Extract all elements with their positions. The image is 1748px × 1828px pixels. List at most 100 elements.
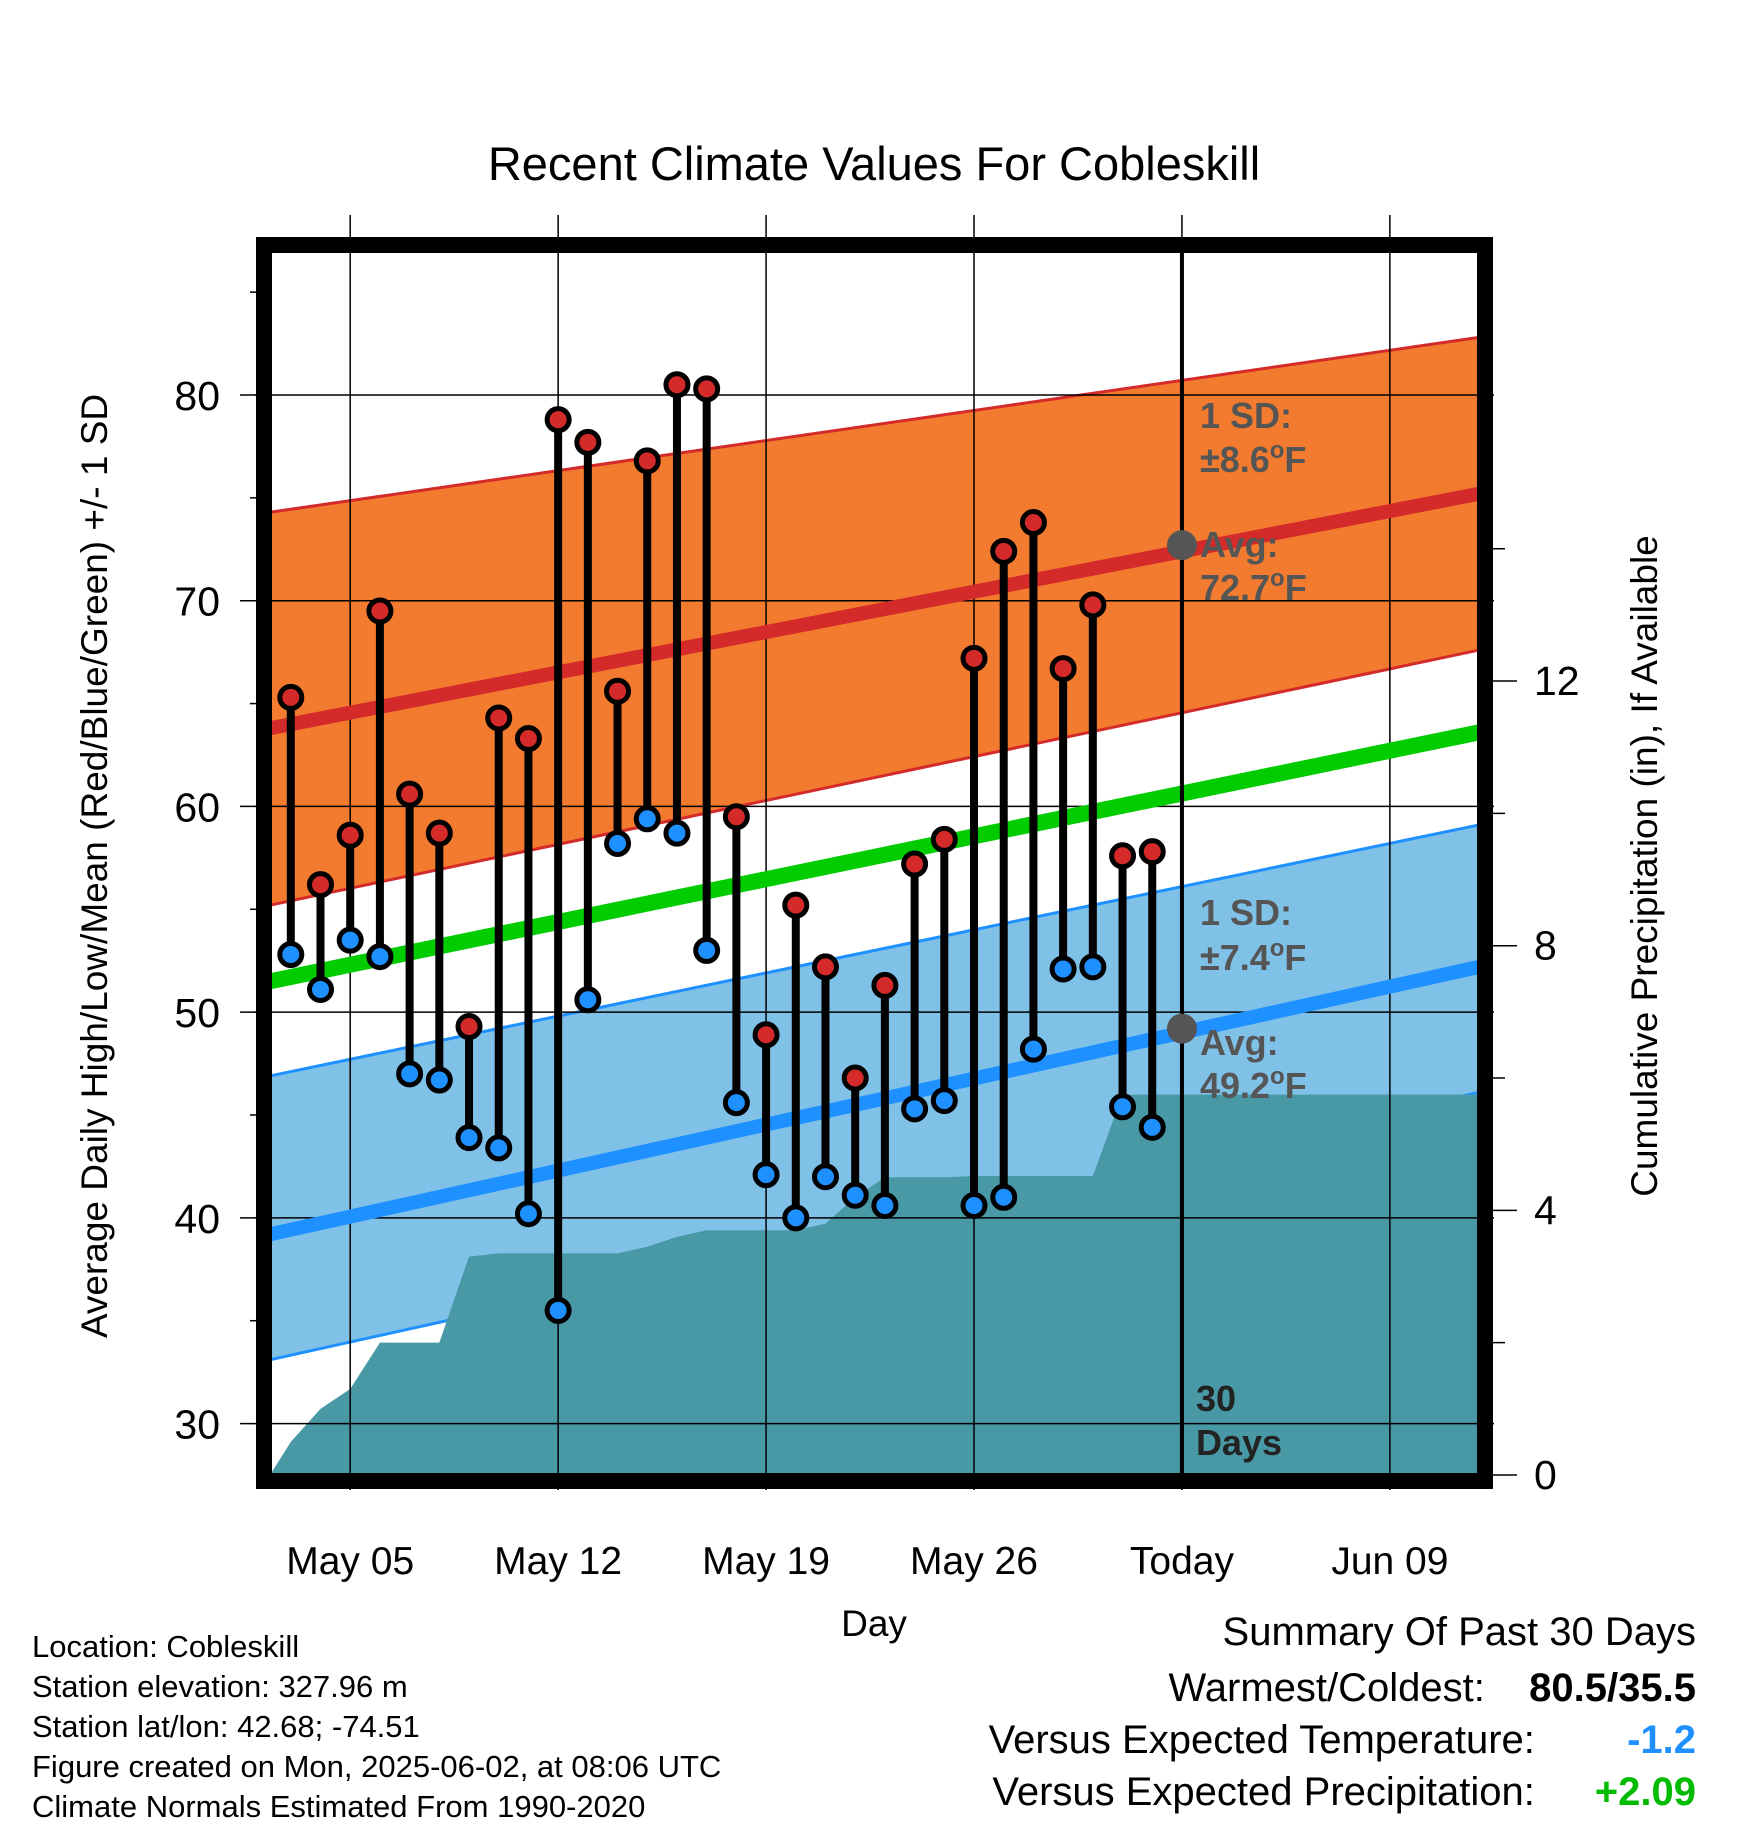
summary-temperature: Versus Expected Temperature: -1.2 (989, 1718, 1696, 1763)
high-point-22 (930, 825, 958, 853)
high-point-19 (841, 1064, 869, 1092)
y-tick-label-0: 30 (174, 1402, 220, 1448)
low-point-13 (663, 819, 691, 847)
plot-frame (256, 237, 1493, 1489)
high-point-9 (544, 406, 572, 434)
y-tick-label-1: 40 (174, 1196, 220, 1242)
high-point-25 (1019, 509, 1047, 537)
low-point-29 (1138, 1113, 1166, 1141)
footer-created: Figure created on Mon, 2025-06-02, at 08… (32, 1749, 722, 1784)
low-point-23 (960, 1192, 988, 1220)
summary-precipitation: Versus Expected Precipitation: +2.09 (992, 1770, 1696, 1815)
high-point-12 (633, 447, 661, 475)
summary-temp-label: Versus Expected Temperature: (988, 1718, 1535, 1762)
footer-latlon: Station lat/lon: 42.68; -74.51 (32, 1709, 420, 1744)
avg-low-line (268, 960, 1481, 1242)
low-point-27 (1079, 953, 1107, 981)
low-avg-label: Avg: (1200, 1022, 1279, 1063)
today-high-avg-marker (1166, 530, 1197, 561)
high-point-17 (782, 891, 810, 919)
low-point-26 (1049, 955, 1077, 983)
y2-axis-label: Cumulative Precipitation (in), If Availa… (1624, 535, 1665, 1197)
x-tick-label-5: Jun 09 (1331, 1540, 1448, 1583)
y2-tick-label-1: 4 (1534, 1187, 1557, 1233)
days-count-label: 30 (1196, 1378, 1236, 1419)
summary-warm-cold-label: Warmest/Coldest: (1168, 1666, 1485, 1710)
days-word-label: Days (1196, 1422, 1282, 1463)
y-axis-label: Average Daily High/Low/Mean (Red/Blue/Gr… (74, 394, 115, 1338)
summary-title: Summary Of Past 30 Days (1222, 1610, 1696, 1654)
high-point-0 (277, 683, 305, 711)
low-point-17 (782, 1204, 810, 1232)
high-point-4 (396, 780, 424, 808)
observation-markers (277, 371, 1166, 1324)
high-avg-value: 72.7oF (1200, 565, 1307, 608)
high-point-27 (1079, 591, 1107, 619)
high-point-7 (485, 704, 513, 732)
low-avg-value: 49.2oF (1200, 1063, 1307, 1106)
low-point-4 (396, 1060, 424, 1088)
footer-location: Location: Cobleskill (32, 1629, 300, 1664)
low-point-9 (544, 1296, 572, 1324)
x-tick-label-2: May 19 (702, 1540, 830, 1583)
high-point-2 (336, 821, 364, 849)
summary-precip-label: Versus Expected Precipitation: (992, 1770, 1535, 1814)
low-point-6 (455, 1124, 483, 1152)
high-point-13 (663, 371, 691, 399)
avg-mean-line (268, 724, 1481, 990)
low-point-7 (485, 1134, 513, 1162)
y2-tick-label-3: 12 (1534, 658, 1580, 704)
high-sd-value: ±8.6oF (1200, 437, 1306, 480)
high-avg-label: Avg: (1200, 524, 1279, 565)
y-tick-label-5: 80 (174, 373, 220, 419)
high-point-8 (514, 725, 542, 753)
summary-warm-cold: Warmest/Coldest: 80.5/35.5 (1169, 1666, 1697, 1711)
x-tick-label-0: May 05 (286, 1540, 414, 1583)
summary-warm-cold-value: 80.5/35.5 (1529, 1666, 1696, 1710)
low-point-15 (722, 1089, 750, 1117)
high-point-5 (425, 819, 453, 847)
y2-tick-label-0: 0 (1534, 1452, 1557, 1498)
axes: 30 40 50 60 70 80 0 4 8 12 May 05 May 12 May 19 May 2… (174, 237, 1580, 1583)
low-point-12 (633, 805, 661, 833)
y-tick-label-4: 70 (174, 579, 220, 625)
low-point-19 (841, 1181, 869, 1209)
high-point-15 (722, 803, 750, 831)
high-point-11 (604, 677, 632, 705)
footer-normals: Climate Normals Estimated From 1990-2020 (32, 1789, 646, 1824)
low-point-3 (366, 943, 394, 971)
high-point-28 (1109, 842, 1137, 870)
low-point-1 (306, 976, 334, 1004)
low-sd-value: ±7.4oF (1200, 935, 1306, 978)
high-point-6 (455, 1013, 483, 1041)
today-low-avg-marker (1166, 1013, 1197, 1044)
high-point-10 (574, 428, 602, 456)
y2-tick-label-2: 8 (1534, 923, 1557, 969)
normal-lines (268, 251, 1481, 1475)
footer-elevation: Station elevation: 327.96 m (32, 1669, 408, 1704)
high-point-21 (901, 850, 929, 878)
high-point-1 (306, 871, 334, 899)
high-point-14 (693, 375, 721, 403)
low-sd-label: 1 SD: (1200, 892, 1292, 933)
low-point-21 (901, 1095, 929, 1123)
low-point-11 (604, 829, 632, 857)
y-tick-label-2: 50 (174, 990, 220, 1036)
x-tick-label-1: May 12 (494, 1540, 622, 1583)
high-point-18 (811, 953, 839, 981)
high-sd-band (268, 335, 1481, 908)
high-point-23 (960, 644, 988, 672)
low-point-22 (930, 1087, 958, 1115)
summary-precip-value: +2.09 (1594, 1770, 1696, 1814)
low-point-25 (1019, 1035, 1047, 1063)
high-point-26 (1049, 655, 1077, 683)
precipitation-fill (270, 1094, 1479, 1475)
avg-high-line (268, 486, 1481, 736)
low-point-20 (871, 1192, 899, 1220)
low-point-10 (574, 986, 602, 1014)
low-point-28 (1109, 1093, 1137, 1121)
low-point-16 (752, 1161, 780, 1189)
low-point-2 (336, 926, 364, 954)
high-point-24 (990, 537, 1018, 565)
